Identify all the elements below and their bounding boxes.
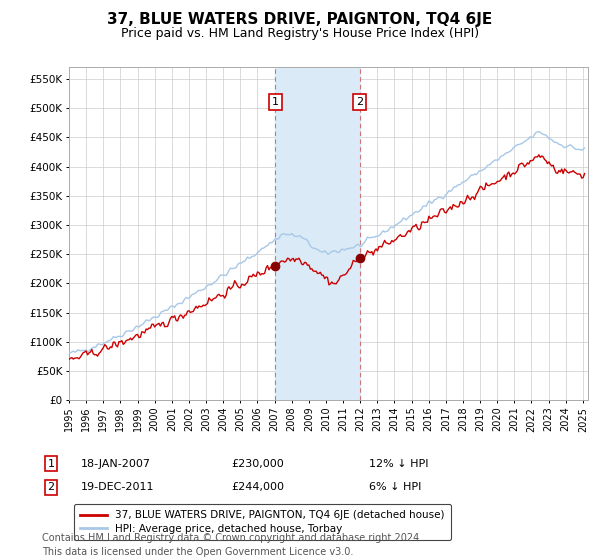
Text: 1: 1: [47, 459, 55, 469]
Text: 18-JAN-2007: 18-JAN-2007: [81, 459, 151, 469]
Bar: [275, 67, 359, 400]
Legend: 37, BLUE WATERS DRIVE, PAIGNTON, TQ4 6JE (detached house), HPI: Average price, d: 37, BLUE WATERS DRIVE, PAIGNTON, TQ4 6JE…: [74, 504, 451, 540]
Text: 12% ↓ HPI: 12% ↓ HPI: [369, 459, 428, 469]
Text: 6% ↓ HPI: 6% ↓ HPI: [369, 482, 421, 492]
Text: 19-DEC-2011: 19-DEC-2011: [81, 482, 155, 492]
Text: 2: 2: [356, 97, 363, 108]
Text: 37, BLUE WATERS DRIVE, PAIGNTON, TQ4 6JE: 37, BLUE WATERS DRIVE, PAIGNTON, TQ4 6JE: [107, 12, 493, 27]
Text: 1: 1: [272, 97, 279, 108]
Text: 2: 2: [47, 482, 55, 492]
Text: £244,000: £244,000: [231, 482, 284, 492]
Text: Contains HM Land Registry data © Crown copyright and database right 2024.
This d: Contains HM Land Registry data © Crown c…: [42, 533, 422, 557]
Text: Price paid vs. HM Land Registry's House Price Index (HPI): Price paid vs. HM Land Registry's House …: [121, 27, 479, 40]
Text: £230,000: £230,000: [231, 459, 284, 469]
